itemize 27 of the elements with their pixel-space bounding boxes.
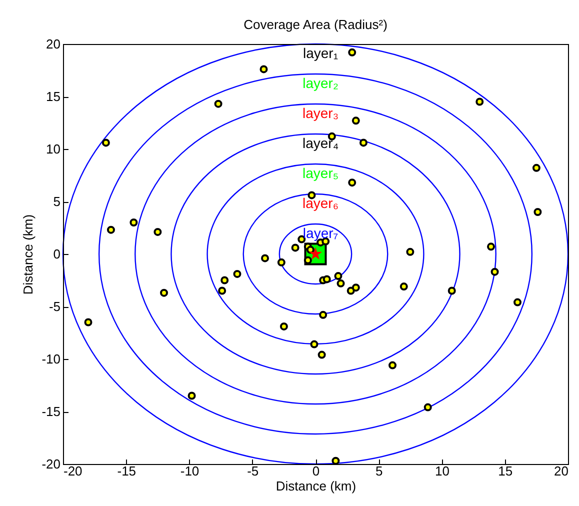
x-tick-label: -5: [247, 464, 259, 478]
x-tick-label: 10: [435, 464, 450, 478]
x-tick-label: -15: [117, 464, 136, 478]
x-tick-label: 5: [376, 464, 383, 478]
annotation: layer₄: [302, 135, 339, 151]
annotation: layer₁: [302, 45, 338, 61]
annotation: layer₆: [302, 195, 338, 211]
y-axis-title: Distance (km): [20, 214, 36, 295]
annotation: layer₅: [302, 165, 338, 181]
annotation: layer₂: [302, 75, 338, 91]
x-tick-label: 20: [554, 464, 568, 478]
y-tick-label: -10: [42, 352, 60, 366]
y-tick-label: 5: [53, 194, 60, 209]
x-tick-label: 0: [312, 464, 320, 478]
y-tick-label: 15: [46, 89, 60, 104]
x-axis-title: Distance (km): [276, 478, 356, 494]
y-tick-label: 20: [46, 36, 60, 52]
annotation: layer₃: [302, 105, 339, 121]
x-tick-label: -20: [64, 464, 82, 478]
chart-title: Coverage Area (Radius²): [244, 17, 388, 32]
x-tick-label: 15: [498, 464, 513, 478]
x-tick-label: -10: [180, 464, 200, 478]
annotation: layer₇: [302, 225, 338, 241]
y-tick-label: -5: [48, 299, 60, 314]
y-tick-label: 10: [46, 142, 60, 156]
y-tick-label: 0: [53, 246, 60, 262]
y-tick-label: -15: [42, 404, 60, 419]
